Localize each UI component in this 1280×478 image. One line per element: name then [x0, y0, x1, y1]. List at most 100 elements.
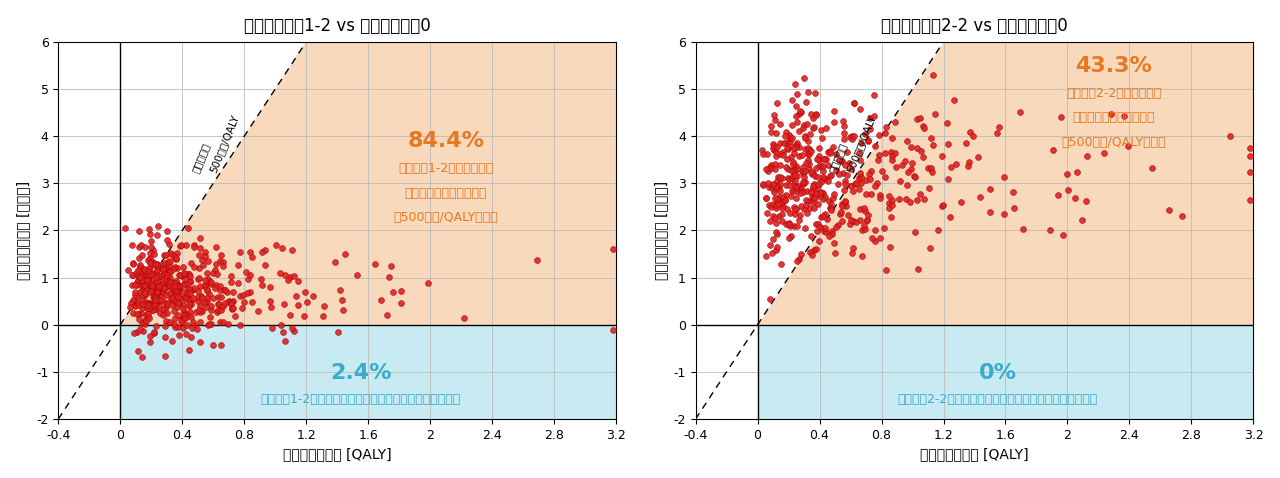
Point [822, 227, 842, 234]
Point [191, 294, 211, 302]
Text: シナリオ2-2の方が費用は: シナリオ2-2の方が費用は [1066, 87, 1162, 99]
Text: 0%: 0% [979, 363, 1016, 383]
Point [128, 301, 148, 308]
Point [180, 260, 201, 267]
Point [195, 248, 215, 256]
Point [134, 276, 155, 283]
Point [776, 181, 796, 188]
Point [134, 278, 155, 286]
Point [148, 283, 169, 291]
Point [836, 171, 856, 178]
Point [755, 194, 776, 202]
Point [771, 187, 791, 195]
Point [145, 293, 165, 301]
Point [782, 166, 803, 174]
Point [861, 234, 882, 241]
Point [603, 326, 623, 334]
Point [989, 123, 1010, 130]
Point [141, 282, 161, 290]
Point [251, 248, 271, 256]
Point [154, 298, 174, 305]
Point [841, 250, 861, 257]
Point [160, 318, 180, 326]
Point [137, 272, 157, 280]
Point [787, 222, 808, 229]
Point [780, 219, 800, 227]
Point [177, 289, 197, 296]
Point [174, 275, 195, 282]
Point [855, 225, 876, 233]
Point [127, 311, 147, 318]
Point [383, 288, 403, 295]
Point [178, 270, 198, 278]
Point [168, 303, 188, 311]
Point [140, 299, 160, 306]
Point [910, 190, 931, 198]
Text: 支払意思額: 支払意思額 [191, 141, 211, 174]
Point [878, 199, 899, 206]
Point [897, 168, 918, 176]
Point [152, 312, 173, 319]
Point [147, 278, 168, 285]
Point [823, 108, 844, 115]
Point [792, 163, 813, 171]
Point [209, 306, 229, 314]
Point [963, 132, 983, 140]
Point [193, 261, 214, 269]
Point [141, 238, 161, 245]
Point [154, 265, 174, 273]
Point [189, 318, 210, 326]
Point [164, 298, 184, 305]
Point [774, 196, 795, 204]
Point [865, 237, 886, 245]
Point [860, 190, 881, 198]
Point [803, 124, 823, 131]
Point [347, 271, 367, 279]
Point [774, 132, 795, 140]
Point [128, 280, 148, 287]
Point [778, 174, 799, 182]
Point [790, 107, 810, 115]
Point [273, 328, 293, 336]
Point [182, 286, 202, 293]
Point [882, 134, 902, 141]
Point [146, 300, 166, 307]
Point [772, 174, 792, 182]
Point [827, 180, 847, 188]
Point [174, 295, 195, 303]
Point [813, 167, 833, 175]
Point [142, 293, 163, 301]
Point [142, 306, 163, 314]
Point [145, 328, 165, 336]
Point [365, 261, 385, 268]
Point [161, 295, 182, 303]
Point [154, 268, 174, 276]
Point [835, 186, 855, 194]
Point [806, 228, 827, 235]
Point [178, 270, 198, 278]
Point [778, 131, 799, 139]
Point [122, 271, 142, 279]
Point [247, 307, 268, 315]
Point [147, 282, 168, 290]
Point [169, 285, 189, 293]
Point [159, 281, 179, 289]
Point [781, 153, 801, 161]
Point [850, 217, 870, 224]
Point [189, 244, 210, 251]
Point [170, 242, 191, 250]
Point [763, 200, 783, 208]
Point [970, 194, 991, 201]
Point [771, 161, 791, 169]
Text: 2.4%: 2.4% [330, 363, 392, 383]
Point [161, 293, 182, 301]
Point [255, 261, 275, 269]
Point [211, 303, 232, 311]
Text: シナリオ1-2の方が費用が安くなり、かつ健康寿命も延伸: シナリオ1-2の方が費用が安くなり、かつ健康寿命も延伸 [260, 392, 461, 406]
Point [837, 148, 858, 156]
Point [895, 157, 915, 164]
Point [132, 282, 152, 290]
Point [137, 275, 157, 283]
Text: 500万円/QALY: 500万円/QALY [845, 113, 878, 174]
Point [771, 199, 791, 207]
